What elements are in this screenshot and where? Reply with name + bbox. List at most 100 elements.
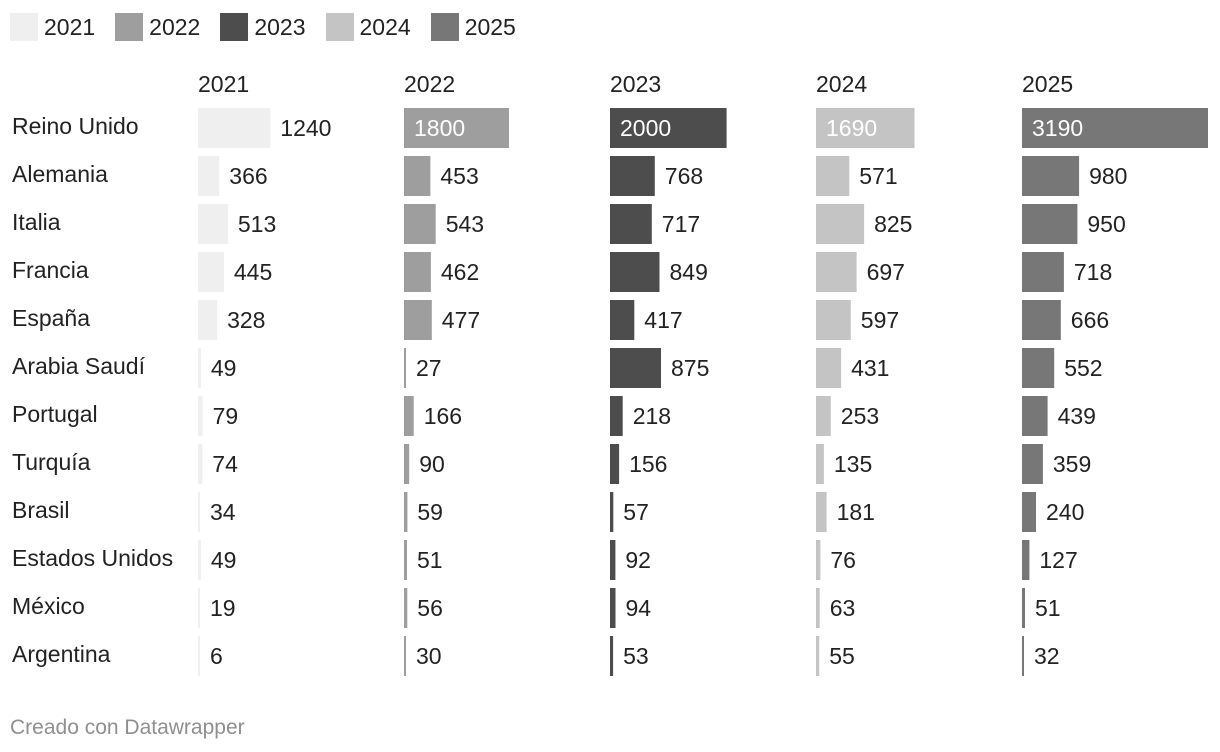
value-label: 462 bbox=[441, 259, 479, 285]
value-label: 53 bbox=[623, 643, 649, 669]
row-label: Francia bbox=[12, 257, 89, 283]
bar-2022 bbox=[404, 588, 408, 628]
value-label: 445 bbox=[234, 259, 272, 285]
value-label: 79 bbox=[213, 403, 239, 429]
value-label: 597 bbox=[861, 307, 899, 333]
bar-2021 bbox=[198, 444, 203, 484]
value-label: 439 bbox=[1058, 403, 1096, 429]
legend-item-2022: 2022 bbox=[115, 13, 200, 41]
legend-swatch bbox=[325, 13, 354, 41]
bar-2022 bbox=[404, 396, 414, 436]
bar-2021 bbox=[198, 396, 203, 436]
value-label: 156 bbox=[629, 451, 667, 477]
row-label: Argentina bbox=[12, 641, 111, 667]
bar-2025 bbox=[1022, 492, 1036, 532]
bar-2022 bbox=[404, 540, 407, 580]
legend-item-2021: 2021 bbox=[10, 13, 95, 41]
bar-2024 bbox=[816, 300, 851, 340]
bar-2023 bbox=[610, 204, 652, 244]
legend-swatch bbox=[430, 13, 459, 41]
bar-2023 bbox=[610, 540, 616, 580]
row-label: Brasil bbox=[12, 497, 70, 523]
value-label: 697 bbox=[867, 259, 905, 285]
column-header-2023: 2023 bbox=[610, 71, 661, 97]
bar-2022 bbox=[404, 636, 406, 676]
value-label: 74 bbox=[212, 451, 238, 477]
legend-label: 2023 bbox=[254, 14, 306, 40]
value-label: 3190 bbox=[1032, 115, 1083, 141]
bar-2021 bbox=[198, 492, 200, 532]
bar-2023 bbox=[610, 588, 616, 628]
value-label: 717 bbox=[662, 211, 700, 237]
value-label: 76 bbox=[830, 547, 856, 573]
legend-label: 2022 bbox=[149, 14, 201, 40]
value-label: 328 bbox=[227, 307, 265, 333]
value-label: 366 bbox=[229, 163, 267, 189]
bar-2024 bbox=[816, 396, 831, 436]
value-label: 19 bbox=[210, 595, 236, 621]
bar-2021 bbox=[198, 540, 201, 580]
bar-2021 bbox=[198, 636, 200, 676]
bar-2025 bbox=[1022, 108, 1208, 148]
bar-2023 bbox=[610, 444, 620, 484]
value-label: 1690 bbox=[826, 115, 877, 141]
bar-2022 bbox=[404, 156, 431, 196]
value-label: 718 bbox=[1074, 259, 1112, 285]
value-label: 453 bbox=[440, 163, 478, 189]
value-label: 92 bbox=[625, 547, 651, 573]
column-header-2021: 2021 bbox=[198, 71, 249, 97]
bar-2022 bbox=[404, 108, 509, 148]
bar-2021 bbox=[198, 108, 271, 148]
legend-item-2025: 2025 bbox=[430, 13, 516, 41]
column-header-2022: 2022 bbox=[404, 71, 455, 97]
bar-2024 bbox=[816, 252, 857, 292]
row-label: Arabia Saudí bbox=[12, 353, 146, 379]
value-label: 359 bbox=[1053, 451, 1091, 477]
value-label: 49 bbox=[211, 355, 237, 381]
row-label: Alemania bbox=[12, 161, 108, 187]
bar-2025 bbox=[1022, 444, 1043, 484]
bar-2024 bbox=[816, 588, 820, 628]
bar-2025 bbox=[1022, 204, 1078, 244]
bar-2023 bbox=[610, 492, 614, 532]
value-label: 571 bbox=[859, 163, 897, 189]
value-label: 2000 bbox=[620, 115, 671, 141]
value-label: 32 bbox=[1034, 643, 1060, 669]
bar-2021 bbox=[198, 588, 200, 628]
bar-2023 bbox=[610, 348, 661, 388]
bar-2022 bbox=[404, 348, 406, 388]
value-label: 56 bbox=[417, 595, 443, 621]
value-label: 51 bbox=[417, 547, 443, 573]
bar-2025 bbox=[1022, 396, 1048, 436]
bar-2021 bbox=[198, 252, 224, 292]
row-label: Portugal bbox=[12, 401, 98, 427]
value-label: 166 bbox=[424, 403, 462, 429]
value-label: 59 bbox=[417, 499, 443, 525]
bar-2025 bbox=[1022, 540, 1030, 580]
footer-credit[interactable]: Creado con Datawrapper bbox=[10, 716, 245, 739]
legend-label: 2021 bbox=[44, 14, 96, 40]
bar-2025 bbox=[1022, 588, 1025, 628]
column-header-2024: 2024 bbox=[816, 71, 867, 97]
column-header-2025: 2025 bbox=[1022, 71, 1073, 97]
value-label: 552 bbox=[1064, 355, 1102, 381]
value-label: 543 bbox=[446, 211, 484, 237]
value-label: 57 bbox=[623, 499, 649, 525]
row-label: Estados Unidos bbox=[12, 545, 173, 571]
bar-2024 bbox=[816, 108, 915, 148]
bar-2023 bbox=[610, 252, 660, 292]
value-label: 127 bbox=[1039, 547, 1077, 573]
bar-chart: 2021 2022 2023 2024 2025 Reino Unido Alemania I… bbox=[12, 71, 1208, 676]
bar-2024 bbox=[816, 348, 842, 388]
bar-2025 bbox=[1022, 252, 1064, 292]
bar-2023 bbox=[610, 156, 655, 196]
value-label: 30 bbox=[416, 643, 442, 669]
value-label: 49 bbox=[211, 547, 237, 573]
value-label: 1800 bbox=[414, 115, 465, 141]
value-label: 253 bbox=[841, 403, 879, 429]
legend-label: 2024 bbox=[359, 14, 411, 40]
value-label: 417 bbox=[644, 307, 682, 333]
bar-2024 bbox=[816, 156, 850, 196]
bar-2025 bbox=[1022, 156, 1080, 196]
bar-2025 bbox=[1022, 348, 1055, 388]
